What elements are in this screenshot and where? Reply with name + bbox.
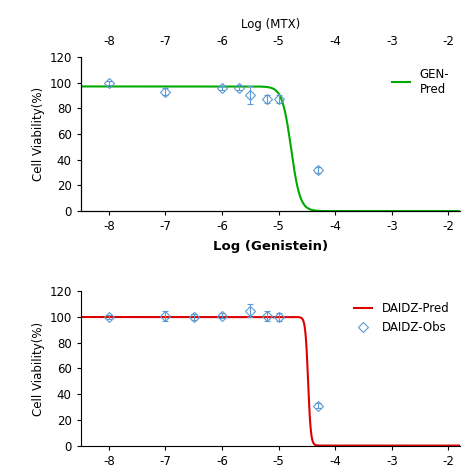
X-axis label: Log (Genistein): Log (Genistein)	[213, 240, 328, 253]
Y-axis label: Cell Viability(%): Cell Viability(%)	[32, 321, 45, 416]
Legend: DAIDZ-Pred, DAIDZ-Obs: DAIDZ-Pred, DAIDZ-Obs	[349, 297, 454, 338]
X-axis label: Log (MTX): Log (MTX)	[240, 18, 300, 31]
Legend: GEN-
Pred: GEN- Pred	[388, 63, 454, 100]
Y-axis label: Cell Viability(%): Cell Viability(%)	[32, 87, 45, 181]
